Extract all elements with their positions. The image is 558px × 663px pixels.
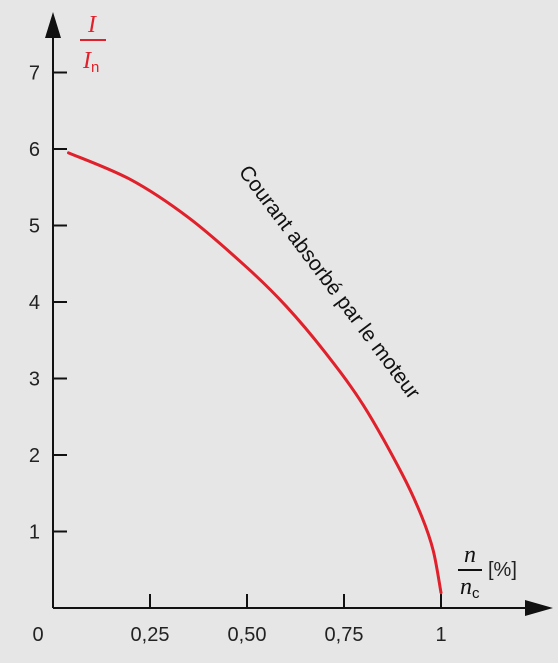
y-tick-label: 3: [29, 369, 40, 391]
y-tick-label: 2: [29, 445, 40, 467]
y-tick-label: 4: [29, 292, 40, 314]
x-tick-label: 0,75: [325, 624, 364, 646]
x-label-denominator-main: n: [460, 574, 472, 600]
y-tick-label: 6: [29, 139, 40, 161]
x-label-unit: [%]: [488, 559, 517, 581]
y-ticks: 1 2 3 4 5 6 7: [29, 63, 67, 544]
y-label-denominator-subscript: n: [91, 59, 99, 76]
x-axis-label: n nc [%]: [458, 542, 517, 602]
y-tick-label: 7: [29, 63, 40, 85]
x-label-numerator: n: [464, 542, 476, 568]
x-label-denominator-subscript: c: [472, 585, 480, 602]
y-tick-label: 5: [29, 216, 40, 238]
x-axis-arrow-icon: [525, 600, 553, 616]
x-tick-label: 0,50: [228, 624, 267, 646]
y-axis-label: I In: [80, 12, 106, 76]
x-label-denominator: nc: [460, 574, 480, 602]
x-ticks: 0 0,25 0,50 0,75 1: [32, 594, 446, 646]
y-label-denominator: In: [82, 48, 99, 76]
y-tick-label: 1: [29, 522, 40, 544]
x-tick-label: 1: [435, 624, 446, 646]
x-tick-label: 0: [32, 624, 43, 646]
y-axis-arrow-icon: [45, 12, 61, 38]
x-tick-label: 0,25: [131, 624, 170, 646]
y-label-numerator: I: [87, 12, 97, 38]
